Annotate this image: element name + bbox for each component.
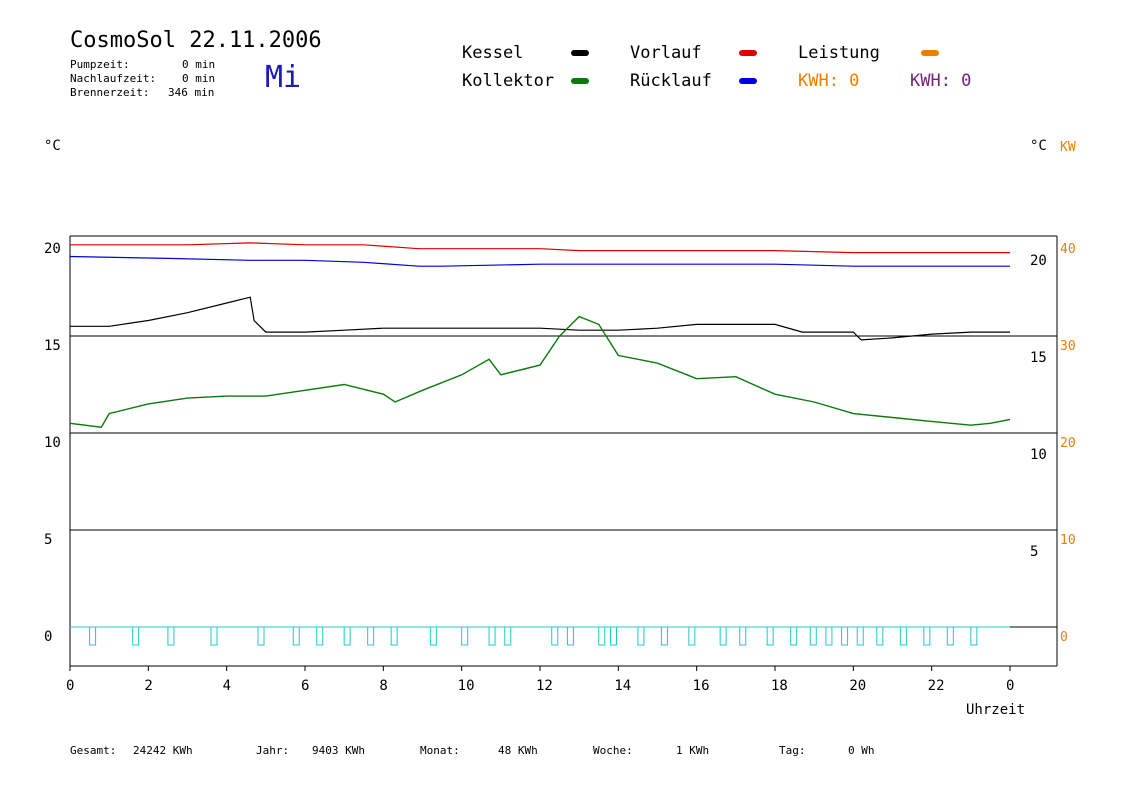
y-tick-kw-20: 20: [1060, 436, 1076, 451]
pump-pulse-24: [790, 626, 798, 646]
x-tick-label-10: 20: [849, 678, 866, 694]
footer-woche-label: Woche:: [593, 744, 633, 757]
pump-pulse-8: [367, 626, 375, 646]
pump-pulse-33: [970, 626, 978, 646]
pump-pulse-14: [551, 626, 559, 646]
chart-title: CosmoSol 22.11.2006: [70, 28, 322, 53]
stat-label-nachlauf: Nachlaufzeit:: [70, 72, 157, 85]
pump-pulse-1: [132, 626, 140, 646]
x-tick-label-0: 0: [66, 678, 74, 694]
left-axis-unit: °C: [44, 138, 61, 154]
pump-pulse-28: [856, 626, 864, 646]
pump-pulse-3: [210, 626, 218, 646]
x-axis-label: Uhrzeit: [966, 702, 1026, 718]
pump-pulse-25: [809, 626, 817, 646]
pump-pulse-7: [343, 626, 351, 646]
y-tick-left-15: 15: [44, 338, 61, 354]
kw-axis-unit: KW: [1060, 140, 1076, 155]
x-tick-label-5: 10: [458, 678, 475, 694]
stat-value-pump: 0 min: [182, 58, 216, 71]
pump-pulse-2: [167, 626, 175, 646]
series-line-rücklauf: [69, 255, 1010, 267]
y-tick-right-20: 20: [1030, 253, 1047, 269]
pump-pulse-11: [461, 626, 469, 646]
footer-jahr-value: 9403 KWh: [312, 744, 365, 757]
pump-pulse-21: [719, 626, 727, 646]
y-tick-right-10: 10: [1030, 447, 1047, 463]
y-tick-left-20: 20: [44, 241, 61, 257]
legend-kollektor-label: Kollektor: [462, 71, 555, 91]
y-tick-right-5: 5: [1030, 544, 1038, 560]
pump-pulse-5: [292, 626, 300, 646]
x-tick-label-4: 8: [379, 678, 387, 694]
kwh-purple-value: KWH: 0: [910, 71, 972, 91]
footer-monat-value: 48 KWh: [498, 744, 538, 757]
series-line-vorlauf: [70, 242, 1010, 254]
series-line-kollektor: [69, 315, 1011, 428]
footer-woche-value: 1 KWh: [676, 744, 710, 757]
x-tick-label-11: 22: [928, 678, 945, 694]
pump-pulse-19: [660, 626, 668, 646]
legend-vorlauf-label: Vorlauf: [630, 43, 702, 63]
legend-leistung-label: Leistung: [798, 43, 880, 63]
footer-monat-label: Monat:: [420, 744, 460, 757]
series-line-kessel: [70, 296, 1010, 341]
x-tick-label-12: 0: [1006, 678, 1014, 694]
x-tick-label-6: 12: [536, 678, 553, 694]
x-tick-label-3: 6: [301, 678, 309, 694]
pump-pulse-13: [504, 626, 512, 646]
y-tick-kw-10: 10: [1060, 533, 1076, 548]
pump-pulse-17: [610, 626, 617, 646]
stat-label-pump: Pumpzeit:: [70, 58, 130, 71]
stat-value-nachlauf: 0 min: [182, 72, 216, 85]
x-tick-label-9: 18: [771, 678, 788, 694]
pump-pulse-0: [89, 626, 97, 646]
footer-jahr-label: Jahr:: [256, 744, 290, 757]
y-tick-kw-40: 40: [1060, 242, 1076, 257]
pump-pulse-30: [899, 626, 907, 646]
stat-value-brenner: 346 min: [168, 86, 215, 99]
right-axis-unit: °C: [1030, 138, 1047, 154]
kwh-orange-value: KWH: 0: [798, 71, 860, 91]
pump-pulse-32: [946, 626, 954, 646]
legend-ruecklauf-label: Rücklauf: [630, 71, 712, 91]
pump-pulse-27: [841, 626, 849, 646]
y-tick-right-15: 15: [1030, 350, 1047, 366]
pump-pulse-15: [566, 626, 574, 646]
pump-pulse-16: [598, 626, 606, 646]
pump-pulse-9: [390, 626, 398, 646]
pump-pulse-6: [316, 626, 324, 646]
x-tick-label-1: 2: [144, 678, 152, 694]
pump-pulse-26: [825, 626, 833, 646]
x-tick-label-2: 4: [223, 678, 231, 694]
y-tick-left-0: 0: [44, 629, 52, 645]
pump-pulse-10: [429, 626, 437, 646]
x-tick-label-7: 14: [614, 678, 631, 694]
footer-tag-label: Tag:: [779, 744, 806, 757]
pump-pulse-22: [739, 626, 747, 646]
pump-pulse-18: [637, 626, 645, 646]
y-tick-kw-0: 0: [1060, 630, 1068, 645]
pump-pulse-31: [923, 626, 931, 646]
pump-pulse-29: [876, 626, 884, 646]
footer-gesamt-label: Gesamt:: [70, 744, 117, 757]
x-tick-label-8: 16: [693, 678, 710, 694]
y-tick-kw-30: 30: [1060, 339, 1076, 354]
footer-tag-value: 0 Wh: [848, 744, 875, 757]
pump-pulse-4: [257, 626, 265, 646]
y-tick-left-10: 10: [44, 435, 61, 451]
stat-label-brenner: Brennerzeit:: [70, 86, 150, 99]
pump-pulse-12: [488, 626, 496, 646]
footer-gesamt-value: 24242 KWh: [133, 744, 193, 757]
pump-pulse-20: [688, 626, 696, 646]
weekday-label: Mi: [265, 60, 302, 95]
legend-kessel-label: Kessel: [462, 43, 524, 63]
y-tick-left-5: 5: [44, 532, 52, 548]
pump-pulse-23: [766, 626, 774, 646]
